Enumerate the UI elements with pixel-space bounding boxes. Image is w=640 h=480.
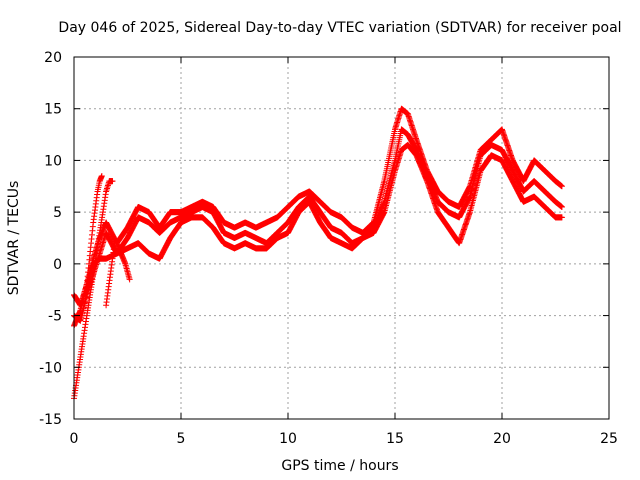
x-tick-label: 0 [70, 431, 79, 447]
series-track-c [71, 141, 565, 329]
y-tick-label: -10 [39, 360, 62, 376]
y-tick-label: -5 [48, 309, 62, 325]
plot-frame [73, 56, 610, 420]
data-points [71, 105, 565, 402]
data-point [558, 203, 565, 210]
y-tick-label: -15 [39, 412, 62, 428]
data-point [126, 276, 133, 283]
y-axis-label: SDTVAR / TECUs [6, 181, 22, 296]
series-track-a [71, 105, 565, 309]
y-tick-label: 15 [44, 102, 62, 118]
y-tick-label: 5 [53, 205, 62, 221]
chart-title: Day 046 of 2025, Sidereal Day-to-day VTE… [58, 20, 621, 36]
grid [74, 57, 609, 419]
data-point [558, 183, 565, 190]
x-tick-label: 20 [493, 431, 511, 447]
x-tick-label: 25 [600, 431, 618, 447]
x-axis-label: GPS time / hours [281, 458, 398, 474]
x-tick-label: 15 [386, 431, 404, 447]
y-tick-label: 0 [53, 257, 62, 273]
series-track-b [71, 126, 565, 324]
y-tick-label: 20 [44, 50, 62, 66]
x-tick-label: 10 [279, 431, 297, 447]
x-tick-label: 5 [177, 431, 186, 447]
y-tick-label: 10 [44, 153, 62, 169]
